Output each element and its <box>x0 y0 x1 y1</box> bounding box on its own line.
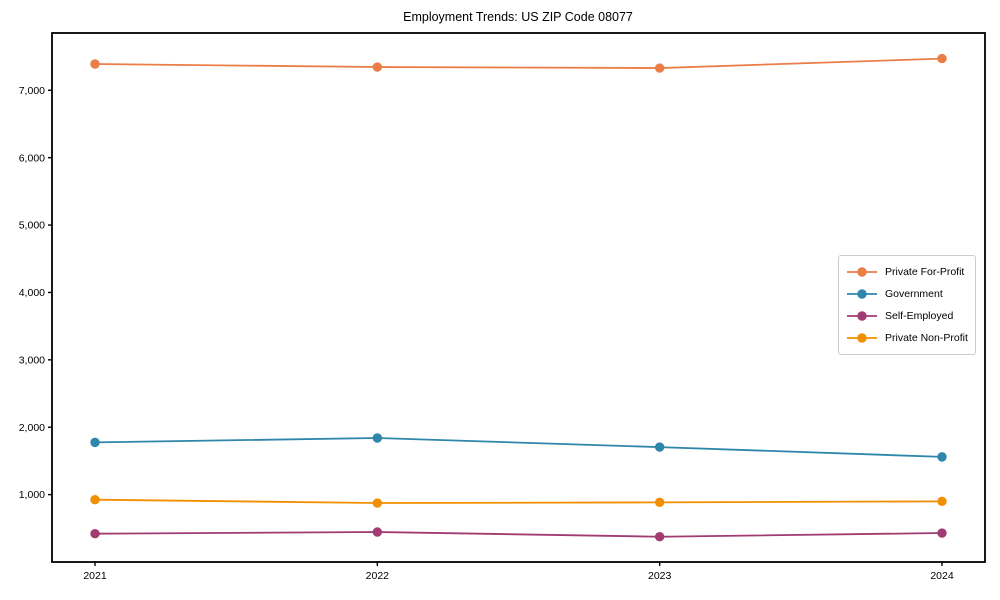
legend-line-marker-swatch <box>847 289 877 299</box>
data-point-private-for-profit-2024 <box>937 53 947 64</box>
data-point-government-2021 <box>90 437 100 448</box>
legend-entry-government: Government <box>846 283 968 305</box>
axes-spines <box>51 32 986 563</box>
x-tick-label: 2024 <box>930 570 954 582</box>
series-line-self-employed <box>94 531 943 538</box>
y-tick-label: 5,000 <box>19 220 45 232</box>
legend-label: Self-Employed <box>885 310 954 322</box>
legend-entry-private-non-profit: Private Non-Profit <box>846 327 968 349</box>
data-point-government-2023 <box>654 442 665 452</box>
series-line-private-non-profit <box>94 498 943 504</box>
y-tick-label: 4,000 <box>19 287 45 299</box>
y-tick-label: 2,000 <box>19 422 45 434</box>
legend-entry-self-employed: Self-Employed <box>846 305 968 327</box>
data-point-self-employed-2021 <box>90 528 100 539</box>
legend-line-marker-swatch <box>847 333 877 343</box>
series-line-government <box>94 437 943 458</box>
legend-label: Private Non-Profit <box>885 332 968 344</box>
y-tick-label: 3,000 <box>19 354 45 366</box>
legend-label: Government <box>885 288 943 300</box>
data-point-private-for-profit-2021 <box>90 59 100 69</box>
x-tick-label: 2023 <box>648 570 672 582</box>
legend: Private For-Profit Government Self-Employe… <box>838 255 976 355</box>
data-point-private-non-profit-2022 <box>372 498 383 508</box>
data-point-self-employed-2023 <box>654 532 665 542</box>
series-line-private-for-profit <box>94 57 943 69</box>
data-point-self-employed-2024 <box>937 528 947 538</box>
y-tick-label: 7,000 <box>19 85 45 97</box>
legend-entry-private-for-profit: Private For-Profit <box>846 261 968 283</box>
plot-area: 1,000 2,000 3,000 4,000 5,000 6,000 7,000 2021 2… <box>19 32 986 582</box>
legend-line-marker-swatch <box>847 267 877 277</box>
legend-label: Private For-Profit <box>885 266 965 278</box>
data-point-government-2024 <box>937 452 947 462</box>
x-tick-label: 2022 <box>366 570 390 582</box>
x-tick-label: 2021 <box>83 570 107 582</box>
data-point-private-non-profit-2021 <box>90 494 100 505</box>
data-point-government-2022 <box>372 433 383 443</box>
y-tick-label: 1,000 <box>19 489 45 501</box>
y-tick-label: 6,000 <box>19 152 45 164</box>
data-point-self-employed-2022 <box>372 527 383 537</box>
data-point-private-for-profit-2022 <box>372 62 383 72</box>
legend-line-marker-swatch <box>847 311 877 321</box>
data-point-private-non-profit-2024 <box>937 496 947 507</box>
data-point-private-for-profit-2023 <box>654 63 665 73</box>
data-point-private-non-profit-2023 <box>654 497 665 508</box>
chart-title: Employment Trends: US ZIP Code 08077 <box>403 10 633 24</box>
